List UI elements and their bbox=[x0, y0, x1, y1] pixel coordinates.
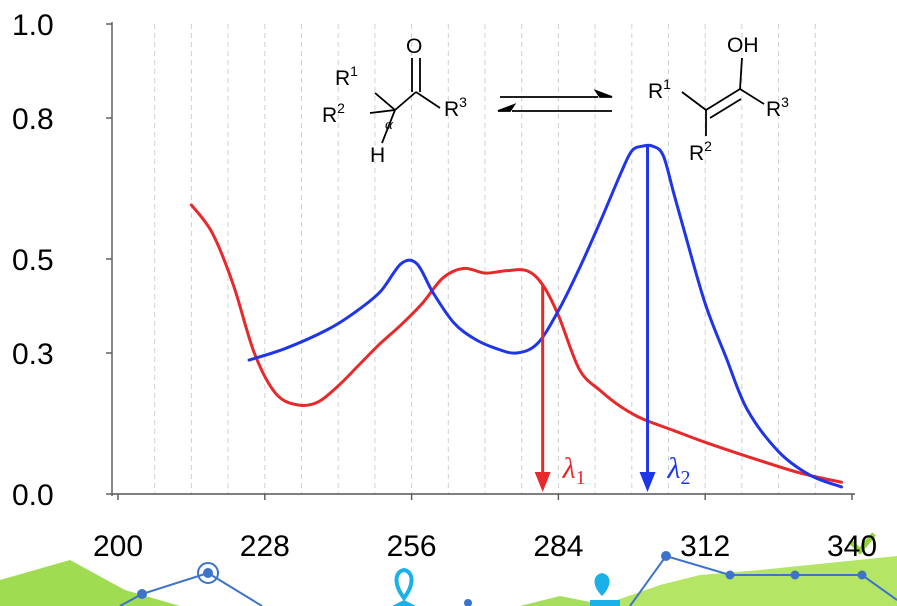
keto-bond bbox=[415, 91, 441, 109]
equilibrium-arrowhead bbox=[593, 89, 613, 98]
enol-labels: OH R1 R3 R2 bbox=[648, 34, 789, 165]
blue-deco-line-right bbox=[629, 554, 897, 606]
x-tick-label: 312 bbox=[680, 530, 730, 563]
keto-bond bbox=[374, 92, 396, 111]
lambda-arrowhead bbox=[534, 472, 551, 492]
keto-r2-label: R2 bbox=[322, 100, 345, 127]
enol-oh-label: OH bbox=[727, 34, 759, 57]
lambda-label: λ2 bbox=[667, 452, 691, 489]
keto-r1-label: R1 bbox=[335, 63, 358, 90]
alpha-label: α bbox=[385, 117, 394, 133]
enol-r3-label: R3 bbox=[766, 94, 789, 121]
keto-enol-scheme bbox=[369, 57, 765, 144]
keto-bond bbox=[394, 91, 417, 111]
enol-bond bbox=[739, 57, 743, 90]
vertical-gridlines bbox=[154, 24, 816, 494]
blue-deco-ring-dot bbox=[203, 568, 213, 578]
y-tick-label: 0.8 bbox=[12, 103, 54, 136]
keto-oxygen-label: O bbox=[406, 35, 422, 58]
x-tick-label: 340 bbox=[827, 530, 877, 563]
enol-double-bond bbox=[709, 98, 742, 119]
x-tick-label: 284 bbox=[533, 530, 583, 563]
equilibrium-arrowhead bbox=[497, 103, 517, 112]
x-tick-label: 256 bbox=[387, 530, 437, 563]
enol-bond bbox=[681, 91, 707, 111]
lambda-annotations: λ1 λ2 bbox=[534, 146, 691, 492]
blue-deco-line-left bbox=[119, 571, 263, 606]
blue-deco-dot bbox=[137, 589, 147, 599]
enol-r2-label: R2 bbox=[689, 138, 712, 165]
red-series-line bbox=[189, 203, 844, 484]
check-icon bbox=[848, 532, 876, 555]
cyan-deco-shape bbox=[590, 600, 620, 606]
decorative-footer bbox=[0, 532, 897, 606]
lambda-label: λ1 bbox=[562, 452, 586, 489]
y-tick-label: 0.5 bbox=[12, 244, 54, 277]
lambda-arrowhead bbox=[639, 472, 656, 492]
keto-h-label: H bbox=[370, 144, 385, 167]
keto-bond bbox=[381, 109, 396, 144]
x-axis-ticks: 200 228 256 284 312 340 bbox=[93, 494, 877, 563]
blue-deco-ring bbox=[197, 562, 219, 584]
y-tick-label: 0.3 bbox=[12, 338, 54, 371]
series-layer bbox=[189, 143, 844, 489]
enol-r1-label: R1 bbox=[648, 76, 671, 103]
blue-deco-dot bbox=[725, 570, 735, 580]
blue-deco-dot bbox=[661, 551, 671, 561]
y-axis-ticks: 0.0 0.3 0.5 0.8 1.0 bbox=[12, 9, 112, 512]
keto-r3-label: R3 bbox=[444, 94, 467, 121]
x-tick-label: 228 bbox=[240, 530, 290, 563]
keto-bond bbox=[369, 109, 396, 114]
blue-deco-dot bbox=[857, 570, 867, 580]
cyan-deco-shape bbox=[392, 600, 416, 606]
map-pin-icon bbox=[594, 573, 610, 596]
green-wave-mid bbox=[520, 596, 610, 606]
map-pin-icon bbox=[394, 567, 414, 602]
blue-deco-dot bbox=[464, 599, 472, 606]
green-wave-left bbox=[0, 560, 180, 606]
enol-double-bond bbox=[705, 88, 741, 111]
enol-bond bbox=[739, 88, 765, 105]
blue-deco-dot bbox=[790, 570, 800, 580]
keto-labels: O R1 R2 R3 H α bbox=[322, 35, 467, 167]
y-tick-label: 1.0 bbox=[12, 9, 54, 42]
x-tick-label: 200 bbox=[93, 530, 143, 563]
green-wave-right bbox=[600, 556, 897, 606]
y-tick-label: 0.0 bbox=[12, 479, 54, 512]
blue-series-line bbox=[247, 143, 844, 489]
